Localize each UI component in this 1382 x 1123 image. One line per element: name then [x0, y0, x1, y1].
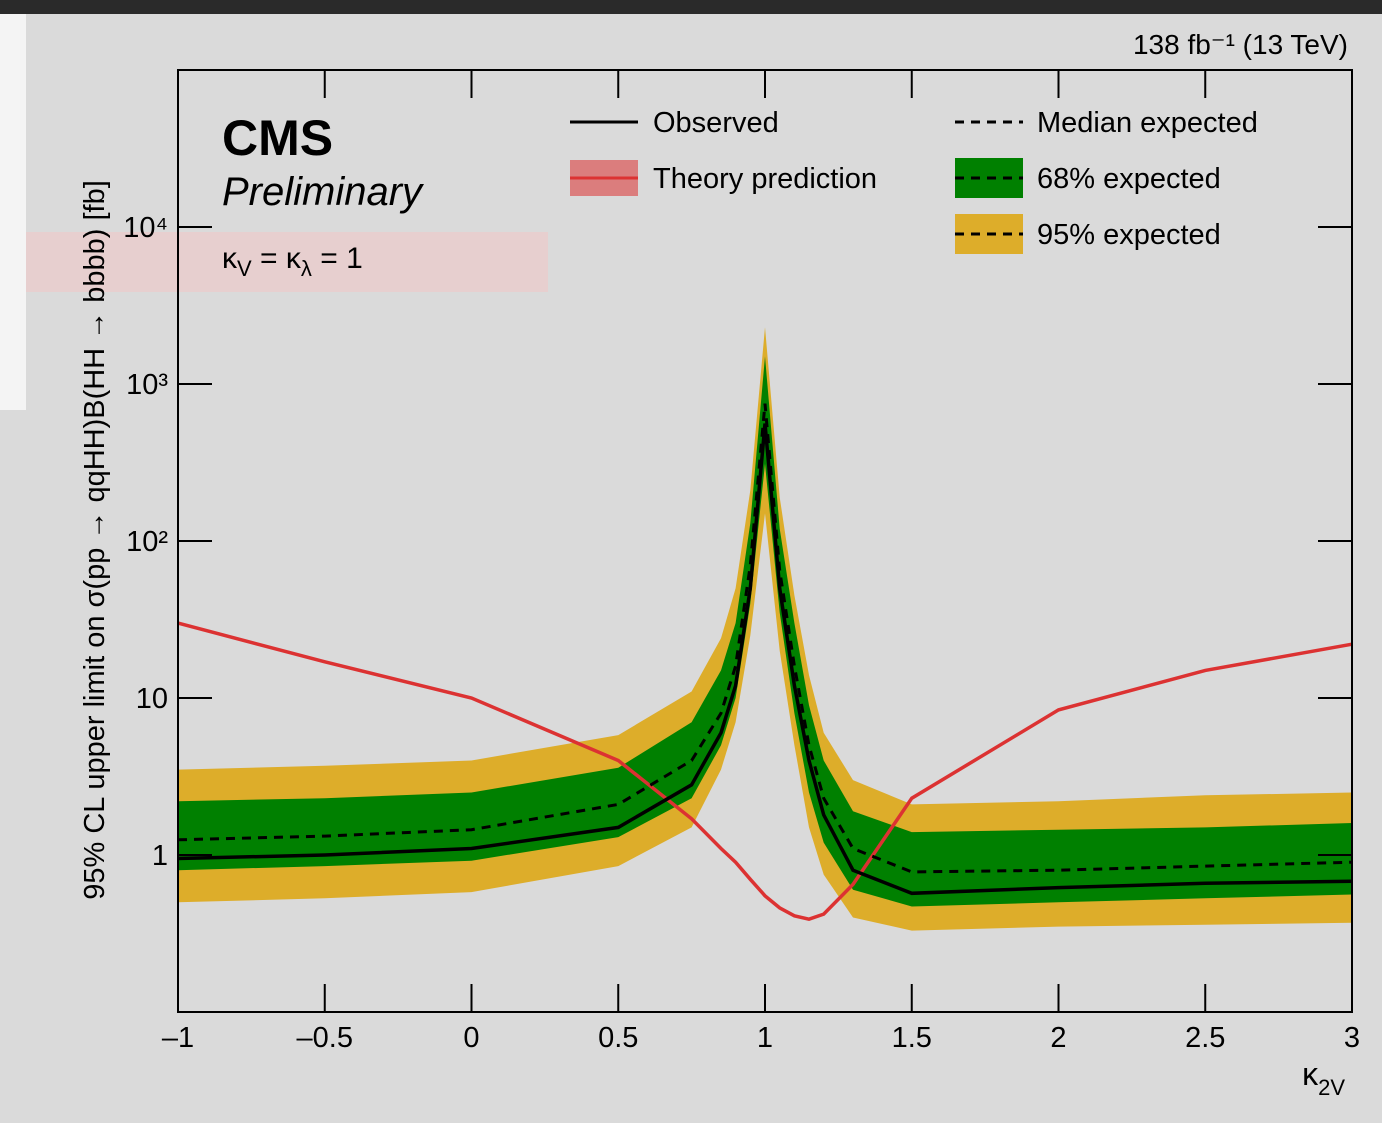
- legend-label: Observed: [653, 107, 779, 139]
- side-panel: [0, 14, 26, 410]
- x-tick-label: 0.5: [598, 1022, 638, 1054]
- status-label: Preliminary: [222, 170, 425, 214]
- legend-label: Median expected: [1037, 107, 1258, 139]
- x-label-part: κ: [1302, 1056, 1319, 1092]
- annotation: κV = κλ = 1: [222, 242, 363, 281]
- annotation-part: = 1: [312, 242, 363, 275]
- plot-area: –1 –0.5 0 0.5 1 1.5 2 2.5 3 1 10 10² 10³ 10⁴: [123, 69, 1360, 1054]
- x-tick-label: –1: [162, 1022, 194, 1054]
- legend-label: Theory prediction: [653, 163, 877, 195]
- x-tick-label: 2: [1050, 1022, 1066, 1054]
- y-tick-label: 10³: [126, 369, 168, 401]
- y-tick-label: 10: [136, 683, 168, 715]
- annotation-part: = κ: [252, 242, 302, 275]
- y-tick-label: 10²: [126, 526, 168, 558]
- legend-label: 68% expected: [1037, 163, 1221, 195]
- x-tick-label: –0.5: [297, 1022, 353, 1054]
- decor-bar: [26, 232, 548, 292]
- experiment-label: CMS: [222, 110, 333, 166]
- y-tick-label: 1: [152, 840, 168, 872]
- x-axis-label: κ2V: [1302, 1056, 1345, 1100]
- annotation-part: λ: [301, 256, 312, 281]
- y-axis-label: 95% CL upper limit on σ(pp → qqHH)B(HH →…: [79, 180, 111, 900]
- legend: Observed Median expected Theory prediction…: [570, 107, 1258, 254]
- series-line: [177, 423, 1353, 896]
- x-tick-label: 3: [1344, 1022, 1360, 1054]
- annotation-part: κ: [222, 242, 238, 275]
- top-strip: [0, 0, 1382, 14]
- x-tick-label: 0: [463, 1022, 479, 1054]
- x-tick-label: 1: [757, 1022, 773, 1054]
- y-tick-label: 10⁴: [123, 212, 168, 244]
- lumi-label: 138 fb⁻¹ (13 TeV): [1133, 29, 1348, 60]
- annotation-part: V: [237, 256, 252, 281]
- series-line: [177, 621, 1353, 922]
- x-tick-label: 1.5: [892, 1022, 932, 1054]
- x-label-part: 2V: [1318, 1075, 1345, 1100]
- error-band: [178, 327, 1352, 931]
- x-tick-label: 2.5: [1185, 1022, 1225, 1054]
- legend-label: 95% expected: [1037, 219, 1221, 251]
- error-band: [178, 356, 1352, 907]
